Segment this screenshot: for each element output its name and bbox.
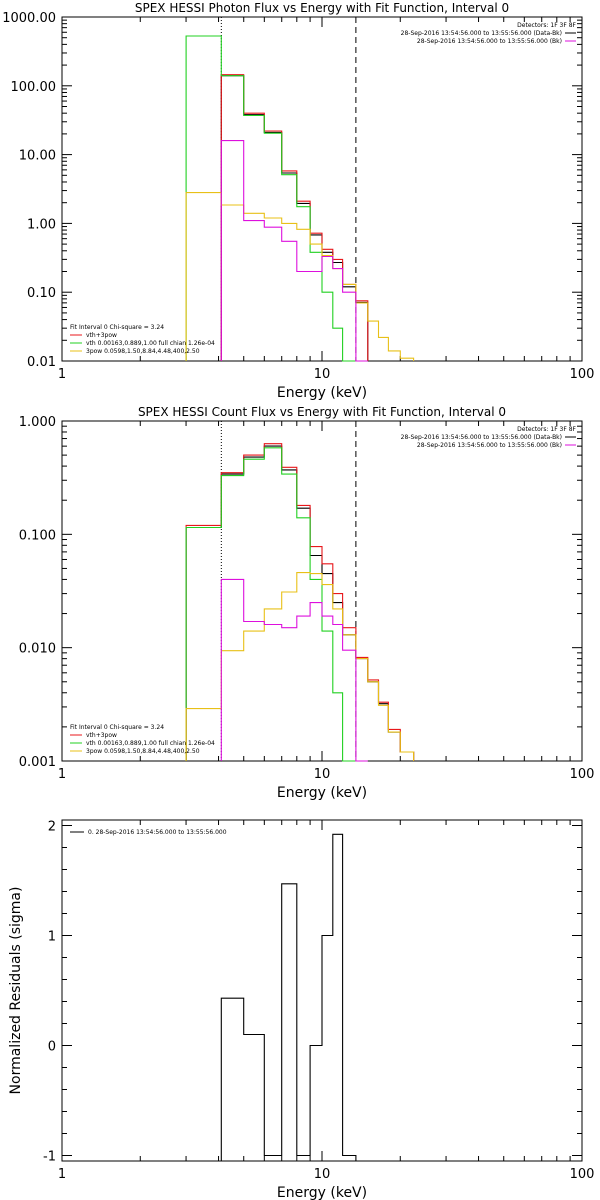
legend-detectors: Detectors: 1F 3F 8F xyxy=(517,22,576,29)
series-step-line-3 xyxy=(185,35,356,362)
legend-entry-text: 3pow 0.0598,1.50,8.84,4.48,400,2.50 xyxy=(86,348,200,355)
x-tick-label: 10 xyxy=(314,767,331,782)
legend-entry-text: 28-Sep-2016 13:54:56.000 to 13:55:56.000… xyxy=(401,434,562,441)
legend-entry-text: 3pow 0.0598,1.50,8.84,4.48,400,2.50 xyxy=(86,748,200,755)
x-tick-label: 100 xyxy=(570,767,595,782)
legend-residual-entry: 0. 28-Sep-2016 13:54:56.000 to 13:55:56.… xyxy=(88,829,227,836)
x-axis-label: Energy (keV) xyxy=(277,785,367,801)
legend-entry-text: vth 0.00163,0.889,1.00 full chian 1.26e-… xyxy=(86,740,215,747)
y-tick-label: 2 xyxy=(48,820,56,835)
x-tick-label: 10 xyxy=(314,1167,331,1182)
y-tick-label: 1.000 xyxy=(19,415,56,430)
x-tick-label: 10 xyxy=(314,367,331,382)
series-step-line-5 xyxy=(220,140,368,362)
y-tick-label: 0.10 xyxy=(27,286,56,301)
series-step-line-5 xyxy=(220,578,368,762)
legend-entry-text: 28-Sep-2016 13:54:56.000 to 13:55:56.000… xyxy=(417,38,562,45)
y-tick-label: 1.00 xyxy=(27,217,56,232)
series-step-line-3 xyxy=(185,447,356,762)
x-tick-label: 1 xyxy=(58,367,66,382)
legend-fit-header: Fit Interval 0 Chi-square = 3.24 xyxy=(70,324,164,331)
series-step-line-4 xyxy=(185,192,415,361)
legend-fit-header: Fit Interval 0 Chi-square = 3.24 xyxy=(70,724,164,731)
y-tick-label: 10.00 xyxy=(19,149,56,164)
y-tick-label: 0.010 xyxy=(19,642,56,657)
series-step-line-4 xyxy=(185,572,415,761)
y-tick-label: 100.00 xyxy=(11,80,57,95)
y-tick-label: 0 xyxy=(48,1040,56,1055)
series-step-line-2 xyxy=(185,443,415,761)
legend-entry-text: vth 0.00163,0.889,1.00 full chian 1.26e-… xyxy=(86,340,215,347)
y-tick-label: 1000.00 xyxy=(2,11,56,26)
legend-entry-text: 28-Sep-2016 13:54:56.000 to 13:55:56.000… xyxy=(417,442,562,449)
legend-entry-text: 28-Sep-2016 13:54:56.000 to 13:55:56.000… xyxy=(401,30,562,37)
chart-panel-2: SPEX HESSI Count Flux vs Energy with Fit… xyxy=(19,405,595,801)
chart-panel-3: 1 10 100 -1 0 1 2 Energy (keV) Normalized Residu… xyxy=(8,819,595,1200)
chart-title: SPEX HESSI Count Flux vs Energy with Fit… xyxy=(138,405,506,419)
series-step-line-1 xyxy=(185,445,415,761)
legend-entry-text: vth+3pow xyxy=(86,332,117,339)
x-tick-label: 1 xyxy=(58,767,66,782)
y-tick-label: 0.100 xyxy=(19,528,56,543)
x-tick-label: 100 xyxy=(570,1167,595,1182)
x-axis-label: Energy (keV) xyxy=(277,385,367,401)
y-axis-label: Normalized Residuals (sigma) xyxy=(8,887,24,1095)
x-tick-label: 1 xyxy=(58,1167,66,1182)
x-tick-label: 100 xyxy=(570,367,595,382)
legend-detectors: Detectors: 1F 3F 8F xyxy=(517,426,576,433)
y-tick-label: -1 xyxy=(43,1150,56,1165)
plot-frame xyxy=(61,16,583,362)
legend-entry-text: vth+3pow xyxy=(86,732,117,739)
chart-panel-1: SPEX HESSI Photon Flux vs Energy with Fi… xyxy=(2,1,594,401)
y-tick-label: 0.001 xyxy=(19,755,56,770)
y-tick-label: 0.01 xyxy=(27,355,56,370)
chart-title: SPEX HESSI Photon Flux vs Energy with Fi… xyxy=(135,1,509,15)
series-step-line-1 xyxy=(220,833,357,1161)
x-axis-label: Energy (keV) xyxy=(277,1185,367,1200)
y-tick-label: 1 xyxy=(48,930,56,945)
